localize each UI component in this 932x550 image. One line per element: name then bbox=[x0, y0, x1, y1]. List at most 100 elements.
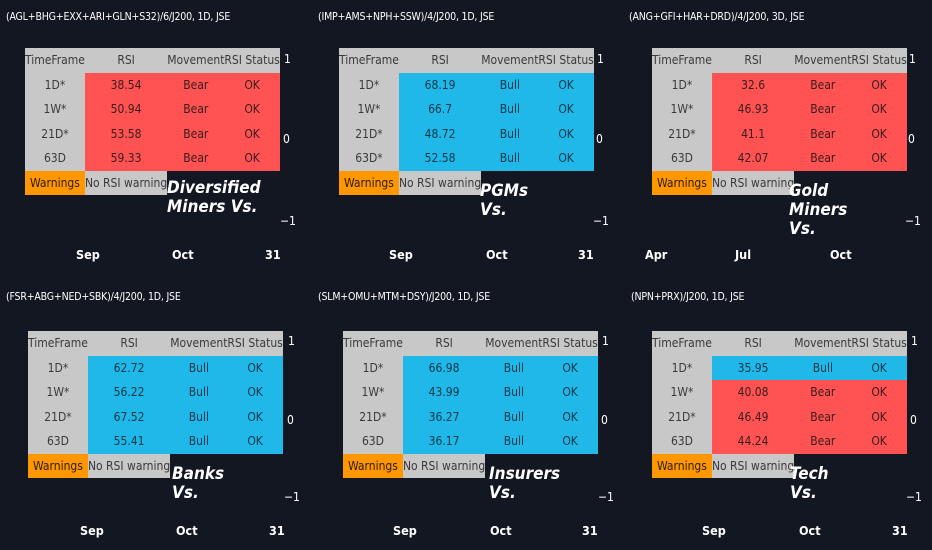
group-caption: Banks Vs. bbox=[172, 465, 224, 503]
table-row: 1W* 50.94 Bear OK bbox=[25, 97, 280, 122]
movement-cell: Bull bbox=[170, 429, 228, 454]
timeframe-cell: 1W* bbox=[652, 97, 712, 122]
header-movement: Movement bbox=[794, 48, 852, 73]
table-row: 21D* 36.27 Bull OK bbox=[343, 404, 598, 429]
rsi-status-cell: OK bbox=[542, 355, 598, 380]
no-rsi-warning: No RSI warning bbox=[711, 170, 795, 195]
rsi-status-cell: OK bbox=[851, 146, 907, 171]
caption-line: Tech Vs. bbox=[790, 464, 829, 503]
header-timeframe: TimeFrame bbox=[343, 331, 403, 356]
timeframe-cell: 1D* bbox=[343, 355, 403, 380]
symbol-title[interactable]: (FSR+ABG+NED+SBK)/4/J200, 1D, JSE bbox=[6, 291, 181, 303]
caption-line: Banks Vs. bbox=[172, 464, 225, 503]
y-tick: 1 bbox=[288, 334, 295, 348]
y-tick: −1 bbox=[598, 490, 614, 504]
movement-cell: Bull bbox=[170, 380, 228, 405]
movement-cell: Bull bbox=[481, 121, 539, 146]
group-caption: Gold Miners Vs. bbox=[789, 182, 847, 239]
table-header-row: TimeFrame RSI Movement RSI Status bbox=[343, 331, 598, 356]
header-rsi-status: RSI Status bbox=[851, 48, 907, 73]
timeframe-cell: 63D bbox=[652, 429, 712, 454]
no-rsi-warning: No RSI warning bbox=[87, 453, 171, 478]
symbol-title[interactable]: (ANG+GFI+HAR+DRD)/4/J200, 3D, JSE bbox=[629, 11, 805, 23]
y-tick: −1 bbox=[280, 214, 296, 228]
y-tick: −1 bbox=[284, 490, 300, 504]
rsi-value-cell: 68.19 bbox=[398, 72, 482, 97]
rsi-value-cell: 44.24 bbox=[711, 429, 795, 454]
movement-cell: Bull bbox=[170, 355, 228, 380]
y-tick: 0 bbox=[596, 132, 603, 146]
rsi-value-cell: 55.41 bbox=[87, 429, 171, 454]
table-row: 63D 59.33 Bear OK bbox=[25, 146, 280, 171]
x-tick: Apr bbox=[645, 247, 668, 262]
warnings-label: Warnings bbox=[25, 170, 85, 195]
movement-cell: Bull bbox=[481, 146, 539, 171]
warnings-row: Warnings No RSI warning bbox=[25, 170, 280, 195]
rsi-value-cell: 35.95 bbox=[711, 355, 795, 380]
rsi-value-cell: 66.98 bbox=[402, 355, 486, 380]
table-row: 21D* 67.52 Bull OK bbox=[28, 404, 283, 429]
movement-cell: Bear bbox=[794, 380, 852, 405]
rsi-status-cell: OK bbox=[851, 380, 907, 405]
symbol-title[interactable]: (AGL+BHG+EXX+ARI+GLN+S32)/6/J200, 1D, JS… bbox=[6, 11, 231, 23]
timeframe-cell: 1D* bbox=[25, 72, 85, 97]
table-header-row: TimeFrame RSI Movement RSI Status bbox=[652, 48, 907, 73]
table-row: 63D 36.17 Bull OK bbox=[343, 429, 598, 454]
movement-cell: Bear bbox=[794, 72, 852, 97]
rsi-value-cell: 38.54 bbox=[84, 72, 168, 97]
timeframe-cell: 21D* bbox=[25, 121, 85, 146]
rsi-status-cell: OK bbox=[851, 121, 907, 146]
timeframe-cell: 1D* bbox=[339, 72, 399, 97]
rsi-table: TimeFrame RSI Movement RSI Status 1D* 35… bbox=[652, 331, 907, 478]
rsi-table: TimeFrame RSI Movement RSI Status 1D* 38… bbox=[25, 48, 280, 195]
rsi-value-cell: 46.93 bbox=[711, 97, 795, 122]
table-row: 21D* 53.58 Bear OK bbox=[25, 121, 280, 146]
x-tick: 31 bbox=[265, 247, 281, 262]
symbol-title[interactable]: (SLM+OMU+MTM+DSY)/J200, 1D, JSE bbox=[318, 291, 490, 303]
timeframe-cell: 1W* bbox=[343, 380, 403, 405]
table-row: 63D 55.41 Bull OK bbox=[28, 429, 283, 454]
table-header-row: TimeFrame RSI Movement RSI Status bbox=[25, 48, 280, 73]
rsi-value-cell: 66.7 bbox=[398, 97, 482, 122]
rsi-status-cell: OK bbox=[538, 97, 594, 122]
rsi-value-cell: 41.1 bbox=[711, 121, 795, 146]
caption-line: Miners Vs. bbox=[167, 197, 258, 217]
caption-line: PGMs Vs. bbox=[480, 181, 529, 220]
table-row: 1D* 32.6 Bear OK bbox=[652, 72, 907, 97]
caption-line: Insurers Vs. bbox=[489, 464, 561, 503]
warnings-label: Warnings bbox=[339, 170, 399, 195]
table-row: 63D 44.24 Bear OK bbox=[652, 429, 907, 454]
symbol-title[interactable]: (NPN+PRX)/J200, 1D, JSE bbox=[631, 291, 745, 303]
header-rsi-status: RSI Status bbox=[538, 48, 594, 73]
caption-line: Gold Miners Vs. bbox=[789, 181, 848, 239]
table-row: 63D* 52.58 Bull OK bbox=[339, 146, 594, 171]
header-rsi-status: RSI Status bbox=[542, 331, 598, 356]
rsi-status-cell: OK bbox=[227, 404, 283, 429]
timeframe-cell: 1W* bbox=[28, 380, 88, 405]
rsi-status-cell: OK bbox=[851, 429, 907, 454]
x-tick: Sep bbox=[76, 247, 100, 262]
warnings-row: Warnings No RSI warning bbox=[343, 453, 598, 478]
movement-cell: Bear bbox=[794, 97, 852, 122]
movement-cell: Bull bbox=[485, 404, 543, 429]
header-rsi: RSI bbox=[711, 331, 795, 356]
x-tick: 31 bbox=[892, 523, 908, 538]
x-tick: Sep bbox=[80, 523, 104, 538]
group-caption: Insurers Vs. bbox=[489, 465, 560, 503]
rsi-value-cell: 48.72 bbox=[398, 121, 482, 146]
movement-cell: Bear bbox=[794, 404, 852, 429]
y-tick: 0 bbox=[908, 132, 915, 146]
x-tick: Oct bbox=[490, 523, 512, 538]
rsi-status-cell: OK bbox=[224, 121, 280, 146]
timeframe-cell: 63D bbox=[652, 146, 712, 171]
movement-cell: Bull bbox=[485, 355, 543, 380]
header-movement: Movement bbox=[170, 331, 228, 356]
timeframe-cell: 1D* bbox=[652, 72, 712, 97]
symbol-title[interactable]: (IMP+AMS+NPH+SSW)/4/J200, 1D, JSE bbox=[318, 11, 495, 23]
warnings-label: Warnings bbox=[652, 453, 712, 478]
rsi-status-cell: OK bbox=[851, 72, 907, 97]
rsi-value-cell: 32.6 bbox=[711, 72, 795, 97]
y-tick: 1 bbox=[911, 334, 918, 348]
timeframe-cell: 63D bbox=[25, 146, 85, 171]
warnings-label: Warnings bbox=[652, 170, 712, 195]
